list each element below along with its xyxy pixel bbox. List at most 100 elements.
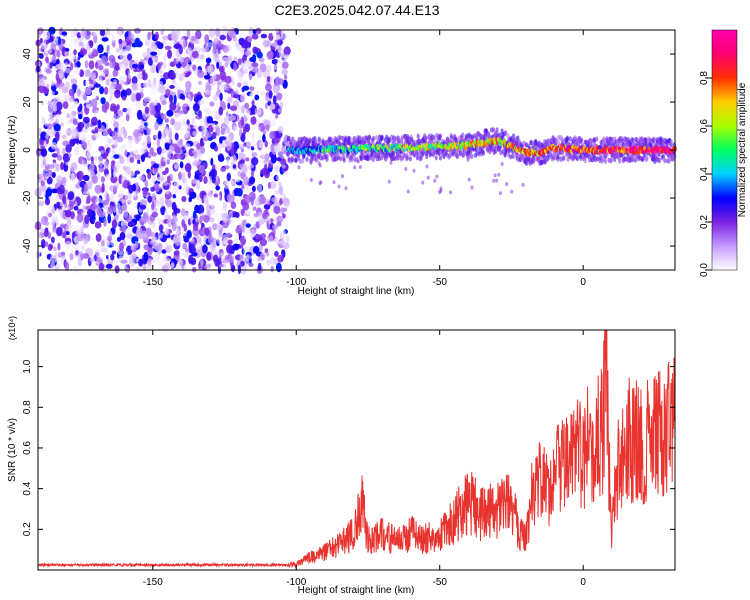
spectrogram-noise-pixel — [269, 257, 276, 266]
spectrogram-noise-pixel — [44, 156, 50, 167]
spectrogram-noise-pixel — [93, 49, 97, 56]
spectrogram-noise-pixel — [198, 173, 203, 183]
spectrogram-noise-pixel — [242, 85, 250, 91]
spectrogram-noise-pixel — [258, 122, 266, 132]
spectrogram-noise-pixel — [119, 242, 124, 252]
spectrogram-noise-pixel — [100, 72, 106, 78]
snr-y-tick-label: 0.6 — [22, 441, 33, 455]
spectrogram-noise-pixel — [230, 148, 235, 157]
spectrogram-noise-pixel — [263, 163, 268, 173]
spectrogram-noise-pixel — [157, 245, 162, 255]
spectrogram-noise-pixel — [112, 113, 117, 123]
spectrogram-noise-pixel — [103, 160, 109, 170]
spectrogram-noise-pixel — [207, 195, 214, 201]
spectrogram-noise-pixel — [213, 37, 219, 45]
spectrogram-noise-pixel — [205, 132, 213, 138]
spectrogram-noise-pixel — [154, 31, 159, 40]
spectrogram-noise-pixel — [157, 42, 164, 50]
spectrogram-noise-pixel — [111, 130, 118, 141]
spectrogram-noise-pixel — [196, 143, 201, 150]
spectrogram-noise-pixel — [213, 146, 219, 152]
spectrogram-noise-pixel — [86, 150, 92, 159]
spectrogram-noise-pixel — [95, 233, 102, 243]
spectrogram-noise-pixel — [101, 37, 109, 42]
spectrogram-noise-pixel — [104, 108, 108, 113]
spectrogram-noise-pixel — [203, 75, 211, 80]
spectrogram-noise-pixel — [133, 149, 139, 155]
spectrogram-noise-pixel — [203, 194, 209, 204]
spectrogram-noise-pixel — [105, 263, 113, 269]
spectrogram-noise-pixel — [207, 64, 214, 75]
spectrogram-noise-pixel — [115, 48, 121, 53]
spectrogram-noise-pixel — [269, 181, 277, 189]
spectrogram-noise-pixel — [119, 63, 126, 74]
spectrogram-noise-pixel — [198, 165, 205, 174]
spectrogram-band-halo — [344, 135, 348, 141]
spectrogram-noise-pixel — [260, 238, 267, 247]
spectrogram-noise-pixel — [108, 95, 113, 102]
spectrogram-noise-pixel — [113, 121, 119, 130]
spectrogram-noise-pixel — [102, 235, 107, 241]
spectrogram-noise-pixel — [93, 34, 98, 44]
spectrogram-noise-pixel — [72, 118, 78, 126]
spectrogram-noise-pixel — [265, 83, 272, 92]
spectrogram-noise-pixel — [189, 191, 197, 199]
spectrogram-noise-pixel — [213, 193, 219, 198]
spectrogram-noise-pixel — [64, 51, 68, 56]
spectrogram-noise-pixel — [227, 210, 234, 215]
spectrogram-noise-pixel — [265, 147, 271, 154]
spectrogram-noise-pixel — [121, 221, 127, 230]
spectrogram-noise-pixel — [122, 107, 128, 113]
spectrogram-noise-pixel — [47, 164, 55, 170]
spectrogram-noise-pixel — [113, 139, 119, 148]
spectrogram-noise-pixel — [165, 88, 171, 97]
spectrogram-noise-pixel — [264, 102, 269, 109]
spectrogram-artifact — [435, 174, 439, 179]
spectrogram-noise-pixel — [110, 160, 115, 170]
spectrogram-y-axis-label: Frequency (Hz) — [7, 116, 18, 185]
spectrogram-noise-pixel — [225, 111, 229, 117]
spectrogram-noise-pixel — [50, 142, 58, 150]
spectrogram-noise-pixel — [103, 217, 107, 227]
spectrogram-noise-pixel — [134, 201, 138, 209]
spectrogram-band-halo — [341, 135, 345, 141]
spectrogram-noise-pixel — [153, 261, 160, 270]
spectrogram-noise-pixel — [226, 140, 232, 151]
spectrogram-noise-pixel — [270, 265, 274, 273]
spectrogram-noise-pixel — [281, 229, 287, 239]
spectrogram-band-halo — [308, 137, 312, 143]
spectrogram-noise-pixel — [82, 116, 90, 124]
spectrogram-noise-pixel — [248, 73, 253, 81]
spectrogram-noise-pixel — [77, 257, 83, 267]
spectrogram-noise-pixel — [53, 123, 61, 132]
spectrogram-noise-pixel — [160, 234, 168, 243]
spectrogram-noise-pixel — [141, 141, 149, 148]
spectrogram-noise-pixel — [193, 151, 198, 159]
spectrogram-noise-pixel — [219, 48, 223, 56]
spectrogram-noise-pixel — [281, 164, 286, 169]
spectrogram-artifact — [406, 189, 410, 194]
spectrogram-noise-pixel — [142, 213, 150, 223]
spectrogram-noise-pixel — [91, 203, 98, 213]
spectrogram-noise-pixel — [163, 181, 168, 186]
spectrogram-noise-pixel — [124, 193, 131, 203]
spectrogram-band-halo — [565, 135, 570, 141]
spectrogram-noise-pixel — [173, 181, 180, 191]
spectrogram-noise-pixel — [243, 165, 248, 175]
spectrogram-noise-pixel — [228, 179, 235, 186]
spectrogram-noise-pixel — [271, 29, 277, 37]
spectrogram-noise-pixel — [268, 209, 273, 216]
spectrogram-noise-pixel — [268, 32, 274, 41]
spectrogram-noise-pixel — [164, 141, 170, 151]
spectrogram-noise-pixel — [51, 153, 59, 158]
spectrogram-noise-pixel — [191, 178, 199, 184]
spectrogram-noise-pixel — [179, 161, 184, 169]
spectrogram-noise-pixel — [148, 57, 153, 66]
spectrogram-artifact — [332, 180, 336, 185]
spectrogram-noise-pixel — [101, 136, 107, 144]
spectrogram-noise-pixel — [164, 208, 169, 219]
spectrogram-noise-pixel — [81, 159, 86, 168]
spectrogram-noise-pixel — [158, 68, 163, 75]
spectrogram-noise-pixel — [277, 126, 284, 133]
spectrogram-noise-pixel — [94, 110, 100, 115]
